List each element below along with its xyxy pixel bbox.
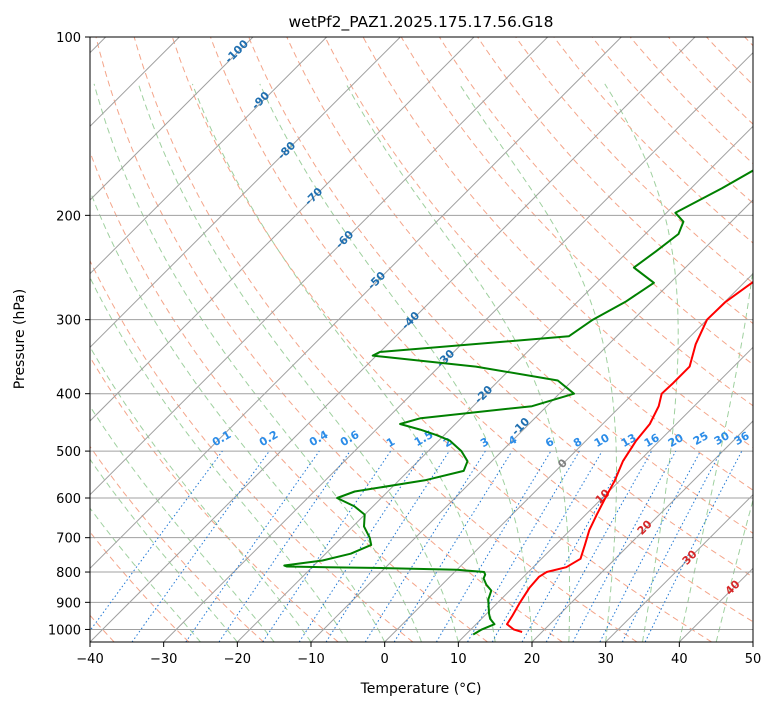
moist-adiabat-line	[715, 498, 753, 642]
x-tick-label: 30	[597, 652, 614, 667]
isotherm-line	[90, 37, 328, 275]
y-axis-title: Pressure (hPa)	[12, 289, 28, 389]
moist-adiabat-line	[458, 83, 617, 642]
x-tick-label: −40	[76, 652, 103, 667]
moist-adiabat-line	[90, 507, 201, 642]
isotherm-line	[90, 37, 549, 496]
dry-adiabat-line	[400, 37, 753, 407]
x-tick-label: 10	[450, 652, 467, 667]
mixing-ratio-line	[521, 450, 630, 642]
dry-adiabat-line	[95, 37, 563, 642]
mixing-ratio-lines	[90, 450, 743, 642]
moist-adiabat-line	[678, 83, 753, 642]
x-tick-label: −30	[150, 652, 177, 667]
isotherm-line	[90, 37, 622, 570]
dry-adiabat-line	[629, 37, 753, 165]
y-tick-label: 100	[56, 31, 81, 46]
plot-frame	[89, 36, 754, 643]
dry-adiabat-line	[90, 445, 264, 642]
mixing-ratio-line	[185, 450, 320, 642]
dry-adiabat-line	[171, 37, 712, 642]
mixing-ratio-line	[545, 450, 653, 642]
x-tick-label: 40	[671, 652, 688, 667]
mixing-ratio-line	[262, 450, 392, 642]
y-tick-label: 900	[56, 596, 81, 611]
isotherm-line	[90, 37, 475, 422]
y-tick-label: 1000	[48, 623, 81, 638]
dry-adiabats	[90, 37, 753, 642]
mixing-ratio-line	[218, 450, 351, 642]
y-tick-label: 800	[56, 566, 81, 581]
dry-adiabat-line	[248, 37, 753, 578]
dry-adiabat-line	[210, 37, 753, 623]
x-axis-title: Temperature (°C)	[360, 681, 482, 697]
x-tick-label: −20	[224, 652, 251, 667]
isotherm-line	[90, 37, 696, 642]
y-tick-label: 300	[56, 314, 81, 329]
x-tick-label: 20	[524, 652, 541, 667]
pressure-gridlines	[90, 37, 753, 630]
isotherm-line	[310, 199, 753, 642]
mixing-ratio-line	[644, 450, 743, 642]
y-tick-label: 500	[56, 445, 81, 460]
dry-adiabat-line	[90, 259, 414, 642]
mixing-ratio-line	[572, 450, 677, 642]
x-tick-label: 0	[381, 652, 389, 667]
dry-adiabat-line	[133, 37, 638, 642]
mixing-ratio-line	[298, 450, 425, 642]
dry-adiabat-line	[515, 37, 753, 284]
isotherm-line	[163, 51, 753, 642]
plot-background	[90, 37, 753, 642]
moist-adiabat-line	[90, 345, 312, 642]
moist-adiabat-line	[137, 83, 459, 642]
moist-adiabat-line	[90, 276, 349, 642]
y-tick-label: 700	[56, 532, 81, 547]
moist-adiabat-line	[259, 83, 533, 642]
moist-adiabat-line	[345, 83, 571, 642]
moist-adiabat-line	[90, 458, 238, 642]
sounding-profiles	[283, 169, 753, 636]
isotherm-line	[605, 493, 753, 642]
y-axis: 100 200 300 400 500 600 700 800 900 1000	[48, 31, 90, 638]
isotherm-line	[90, 37, 401, 349]
isotherm-line	[531, 420, 753, 642]
x-tick-label: 50	[745, 652, 762, 667]
x-tick-label: −10	[297, 652, 324, 667]
moist-adiabat-line	[93, 83, 422, 642]
y-tick-label: 400	[56, 388, 81, 403]
dry-adiabat-line	[591, 37, 753, 204]
mixing-ratio-line	[131, 450, 270, 642]
x-axis: −40 −30 −20 −10 0 10 20 30 40 50	[76, 642, 761, 667]
y-tick-label: 200	[56, 209, 81, 224]
temperature-profile-line	[506, 280, 753, 633]
isotherm-line	[90, 37, 254, 201]
mixing-ratio-line	[325, 450, 450, 642]
dry-adiabat-line	[324, 37, 753, 491]
isotherm-line	[384, 272, 753, 642]
mixing-ratio-line	[393, 450, 513, 642]
isotherm-line	[457, 346, 753, 642]
dewpoint-profile-line	[283, 169, 753, 636]
isotherms	[90, 37, 753, 642]
dry-adiabat-line	[477, 37, 753, 325]
moist-adiabat-line	[90, 405, 275, 642]
y-tick-label: 600	[56, 492, 81, 507]
mixing-ratio-line	[90, 450, 223, 632]
chart-title: wetPf2_PAZ1.2025.175.17.56.G18	[289, 13, 554, 32]
